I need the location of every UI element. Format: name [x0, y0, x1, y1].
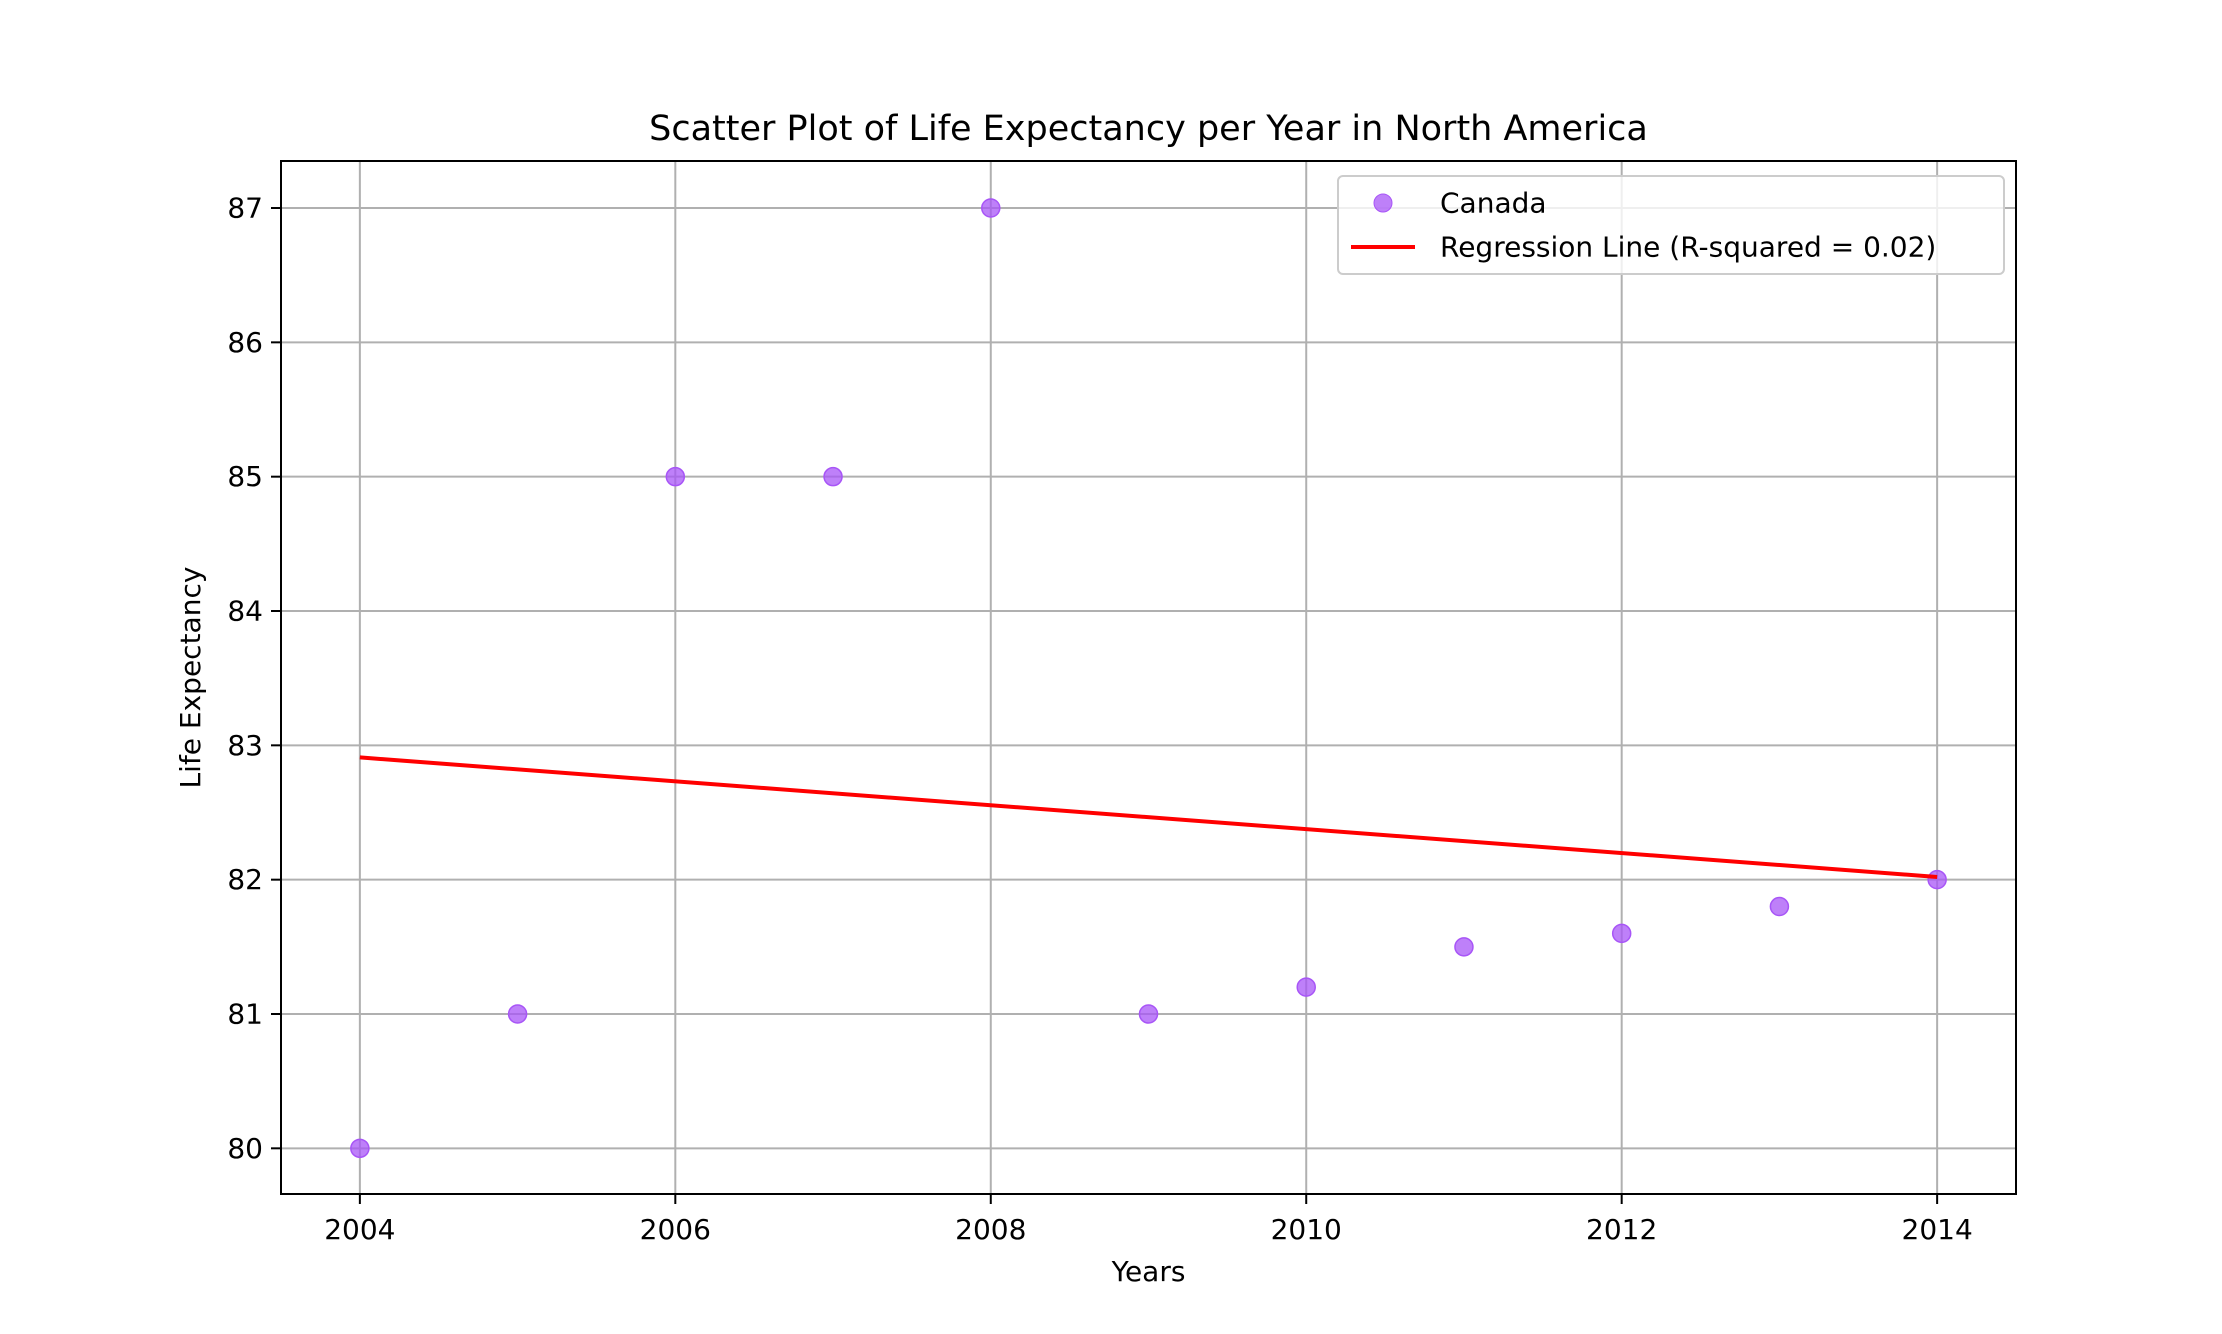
x-tick-label: 2006 [640, 1213, 711, 1246]
y-axis-label: Life Expectancy [174, 567, 207, 789]
scatter-point [823, 466, 843, 487]
legend-label-canada: Canada [1440, 187, 1547, 220]
plot-frame [280, 160, 2017, 1195]
scatter-point [1296, 977, 1316, 997]
scatter-point [665, 466, 686, 487]
legend-label-regression: Regression Line (R-squared = 0.02) [1440, 231, 1936, 264]
legend: Canada Regression Line (R-squared = 0.02… [1337, 175, 2005, 275]
x-tick-label: 2010 [1271, 1213, 1342, 1246]
y-tick-label: 84 [227, 595, 263, 628]
y-tick-label: 80 [227, 1132, 263, 1165]
plot-series [350, 198, 1947, 1159]
y-tick-label: 87 [227, 192, 263, 225]
scatter-point [981, 198, 1001, 218]
scatter-point [1454, 937, 1474, 957]
scatter-point [1769, 896, 1790, 917]
x-axis-label: Years [1111, 1255, 1186, 1288]
axis-ticks: 2004 2006 2008 2010 2012 2014 80 81 82 83 84 85 86 87 [227, 192, 1972, 1246]
x-tick-label: 2004 [324, 1213, 395, 1246]
y-tick-label: 85 [227, 460, 263, 493]
x-tick-label: 2008 [955, 1213, 1026, 1246]
y-tick-label: 82 [227, 863, 263, 896]
x-tick-label: 2012 [1586, 1213, 1657, 1246]
legend-box [1337, 175, 2005, 275]
y-tick-label: 83 [227, 729, 263, 762]
chart-title: Scatter Plot of Life Expectancy per Year… [649, 109, 1648, 149]
regression-line [359, 755, 1938, 879]
scatter-point [1611, 923, 1632, 944]
y-tick-label: 86 [227, 326, 263, 359]
scatter-point [1138, 1004, 1159, 1024]
scatter-point [507, 1004, 528, 1024]
scatter-point [1927, 869, 1947, 890]
y-tick-label: 81 [227, 997, 263, 1030]
grid [281, 161, 2016, 1194]
legend-marker-canada [1373, 193, 1393, 213]
scatter-point [350, 1138, 370, 1159]
x-tick-label: 2014 [1902, 1213, 1973, 1246]
